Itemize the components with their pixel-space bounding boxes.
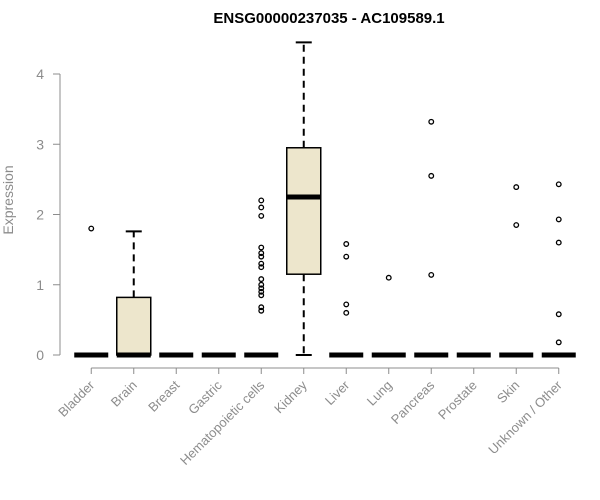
y-tick-label: 0: [36, 347, 44, 363]
outlier-point: [513, 184, 520, 191]
outlier-point: [258, 253, 265, 260]
outlier-point: [555, 339, 562, 346]
box-5: [244, 197, 279, 358]
outlier-point: [428, 118, 435, 125]
y-tick-label: 4: [36, 66, 44, 82]
box-6: [286, 41, 322, 356]
x-tick-label: Gastric: [185, 377, 225, 417]
outlier-point: [343, 309, 350, 316]
outlier-point: [555, 239, 562, 246]
outlier-point: [258, 307, 265, 314]
outlier-point: [343, 253, 350, 260]
box-8: [371, 274, 406, 358]
outlier-point: [343, 241, 350, 247]
outlier-point: [385, 274, 392, 281]
outlier-point: [258, 204, 265, 211]
outlier-point: [258, 244, 265, 251]
box-7: [329, 241, 364, 358]
y-axis-label: Expression: [0, 165, 16, 234]
box-12: [541, 181, 576, 358]
outlier-point: [258, 264, 265, 271]
outlier-point: [258, 197, 265, 204]
outlier-point: [555, 181, 562, 188]
box-body: [116, 296, 152, 356]
outlier-point: [258, 212, 265, 219]
x-tick-label: Hematopoietic cells: [177, 377, 268, 468]
outlier-point: [88, 225, 95, 232]
x-tick-label: Liver: [322, 377, 353, 408]
x-tick-label: Pancreas: [388, 377, 438, 427]
box-1: [74, 225, 109, 358]
x-tick-label: Skin: [494, 378, 522, 406]
y-tick-label: 1: [36, 277, 44, 293]
x-tick-label: Lung: [364, 378, 395, 409]
x-tick-label: Brain: [108, 378, 140, 410]
box-11: [499, 184, 534, 358]
outlier-point: [258, 250, 265, 257]
box-body: [286, 147, 322, 275]
outlier-point: [258, 288, 265, 295]
outlier-point: [428, 271, 435, 278]
outlier-point: [258, 281, 265, 288]
outlier-point: [555, 311, 562, 318]
outlier-point: [555, 216, 562, 223]
x-tick-label: Breast: [145, 377, 182, 414]
x-tick-label: Unknown / Other: [485, 377, 565, 457]
box-9: [414, 118, 449, 358]
outlier-point: [258, 304, 265, 311]
outlier-point: [258, 276, 265, 283]
outlier-point: [513, 222, 520, 228]
chart-title: ENSG00000237035 - AC109589.1: [213, 10, 444, 27]
x-tick-label: Kidney: [271, 377, 310, 416]
x-tick-label: Prostate: [435, 378, 480, 423]
outlier-point: [258, 285, 265, 292]
box-2: [116, 230, 152, 358]
boxes-group: [74, 41, 576, 358]
outlier-point: [343, 301, 350, 308]
outlier-point: [428, 172, 435, 179]
y-axis: 0 1 2 3 4: [36, 66, 61, 363]
x-tick-label: Bladder: [55, 377, 98, 420]
outlier-point: [258, 260, 265, 267]
outlier-point: [258, 292, 265, 299]
y-tick-label: 2: [36, 207, 44, 223]
y-tick-label: 3: [36, 136, 44, 152]
